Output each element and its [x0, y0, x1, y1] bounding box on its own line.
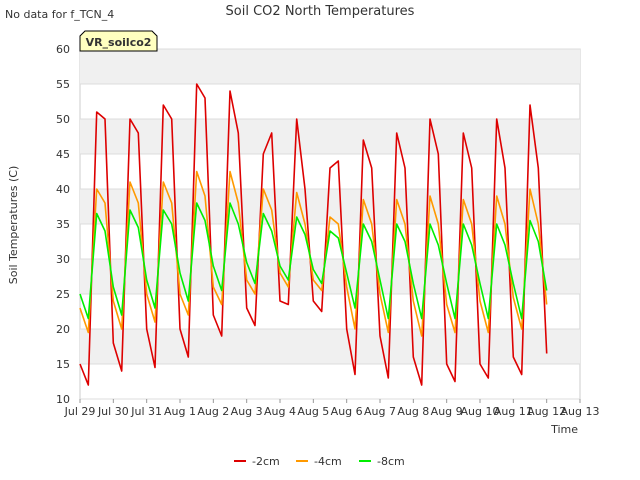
x-tick-label: Aug 4 [264, 405, 296, 418]
y-tick-label: 20 [56, 323, 70, 336]
y-tick-label: 15 [56, 358, 70, 371]
badge-label: VR_soilco2 [86, 36, 152, 49]
x-tick-label: Jul 29 [64, 405, 96, 418]
x-tick-label: Jul 31 [130, 405, 162, 418]
y-tick-label: 40 [56, 183, 70, 196]
y-tick-label: 35 [56, 218, 70, 231]
no-data-message: No data for f_TCN_4 [5, 8, 114, 21]
x-tick-label: Aug 8 [397, 405, 429, 418]
series-lines [79, 83, 548, 386]
y-tick-label: 45 [56, 148, 70, 161]
x-tick-label: Aug 7 [364, 405, 396, 418]
x-tick-label: Aug 5 [297, 405, 329, 418]
x-tick-label: Jul 30 [97, 405, 129, 418]
y-tick-label: 55 [56, 78, 70, 91]
chart-title: Soil CO2 North Temperatures [226, 4, 415, 19]
legend: -2cm -4cm -8cm [234, 455, 405, 468]
x-tick-label: Aug 1 [164, 405, 196, 418]
x-tick-label: Aug 13 [561, 405, 600, 418]
legend-label: -4cm [314, 455, 342, 468]
grid-band [80, 259, 580, 294]
grid-band [80, 329, 580, 364]
legend-label: -2cm [252, 455, 280, 468]
gridlines [80, 48, 580, 400]
legend-label: -8cm [377, 455, 405, 468]
x-tick-label: Aug 2 [197, 405, 229, 418]
grid-band [80, 49, 580, 84]
x-tick-label: Aug 11 [494, 405, 533, 418]
series-line-8cm [79, 202, 548, 320]
x-axis-label: Time [550, 423, 578, 436]
vr-soilco2-badge: VR_soilco2 [79, 30, 158, 52]
y-tick-label: 25 [56, 288, 70, 301]
y-tick-label: 50 [56, 113, 70, 126]
x-tick-label: Aug 12 [527, 405, 566, 418]
y-tick-label: 60 [56, 43, 70, 56]
y-tick-label: 30 [56, 253, 70, 266]
y-axis-label: Soil Temperatures (C) [7, 166, 20, 285]
grid-band [80, 119, 580, 154]
plot-area: 10 15 20 25 30 35 40 45 50 55 60 Jul 29 Jul 30 Jul 3… [56, 43, 599, 418]
x-axis-ticks: Jul 29 Jul 30 Jul 31 Aug 1 Aug 2 Aug 3 Aug 4 Au… [64, 399, 600, 418]
x-tick-label: Aug 10 [461, 405, 500, 418]
x-tick-label: Aug 3 [231, 405, 263, 418]
y-axis-ticks: 10 15 20 25 30 35 40 45 50 55 60 [56, 43, 70, 406]
x-tick-label: Aug 9 [431, 405, 463, 418]
y-tick-label: 10 [56, 393, 70, 406]
x-tick-label: Aug 6 [331, 405, 363, 418]
